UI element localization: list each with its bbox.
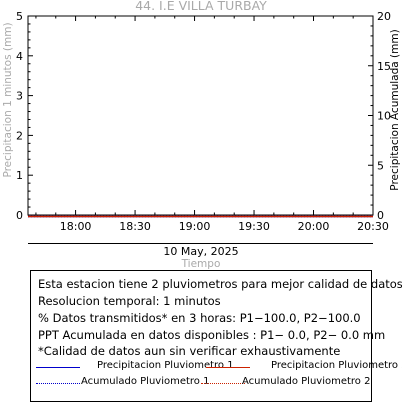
x-tick-label: 20:00 — [298, 220, 330, 233]
info-line: Resolucion temporal: 1 minutos — [38, 294, 221, 308]
y-left-tick-label: 1 — [16, 169, 23, 182]
y-axis-left-label-group: Precipitacion 1 minutos (mm) — [2, 22, 14, 177]
x-tick-label: 19:30 — [238, 220, 270, 233]
legend-label-p1: Precipitacion Pluviometro 1 — [97, 360, 234, 371]
y-right-tick-label: 5 — [377, 159, 384, 172]
info-line: PPT Acumulada en datos disponibles : P1−… — [38, 328, 386, 342]
y-axis-right: 0 5 10 15 20 — [368, 10, 391, 222]
y-right-tick-label: 20 — [377, 10, 391, 23]
rainfall-chart: 44. I.E VILLA TURBAY Precipitacion 1 min… — [2, 0, 401, 270]
plot-frame — [27, 15, 374, 216]
y-right-tick-label: 0 — [377, 209, 384, 222]
legend-label-p2: Precipitacion Pluviometro 2 — [271, 360, 402, 371]
y-left-tick-label: 3 — [16, 90, 23, 103]
y-left-tick-label: 4 — [16, 50, 23, 63]
legend-label-acc2: Acumulado Pluviometro 2 — [242, 376, 371, 387]
info-line: *Calidad de datos aun sin verificar exha… — [38, 344, 341, 358]
y-left-tick-label: 0 — [16, 209, 23, 222]
legend-swatch-acc1 — [36, 383, 80, 384]
x-tick-label: 19:00 — [179, 220, 211, 233]
x-axis-date-divider — [28, 243, 373, 244]
y-axis-right-label: Precipitacion Acumulada (mm) — [389, 29, 401, 190]
y-axis-left: 0 1 2 3 4 5 — [16, 10, 33, 222]
y-right-tick-label: 15 — [377, 60, 391, 73]
info-line: Esta estacion tiene 2 pluviometros para … — [38, 277, 402, 291]
x-tick-label: 18:00 — [60, 220, 92, 233]
legend-swatch-p1 — [36, 367, 80, 368]
info-line: % Datos transmitidos* en 3 horas: P1−100… — [38, 311, 361, 325]
x-axis-date-label: 10 May, 2025 — [163, 245, 238, 258]
legend-label-acc1: Acumulado Pluviometro 1 — [81, 376, 210, 387]
chart-title: 44. I.E VILLA TURBAY — [135, 0, 267, 13]
legend-swatch-p2 — [206, 367, 250, 368]
x-axis: 18:00 18:30 19:00 19:30 20:00 20:30 — [35, 16, 389, 233]
y-axis-left-label: Precipitacion 1 minutos (mm) — [2, 22, 14, 177]
y-left-tick-label: 5 — [16, 10, 23, 23]
info-box: Esta estacion tiene 2 pluviometros para … — [30, 270, 402, 402]
legend-swatch-acc2 — [201, 383, 245, 384]
x-axis-label: Tiempo — [181, 258, 221, 270]
y-right-tick-label: 10 — [377, 110, 391, 123]
y-left-tick-label: 2 — [16, 129, 23, 142]
x-tick-label: 18:30 — [119, 220, 151, 233]
x-tick-label: 20:30 — [357, 220, 389, 233]
